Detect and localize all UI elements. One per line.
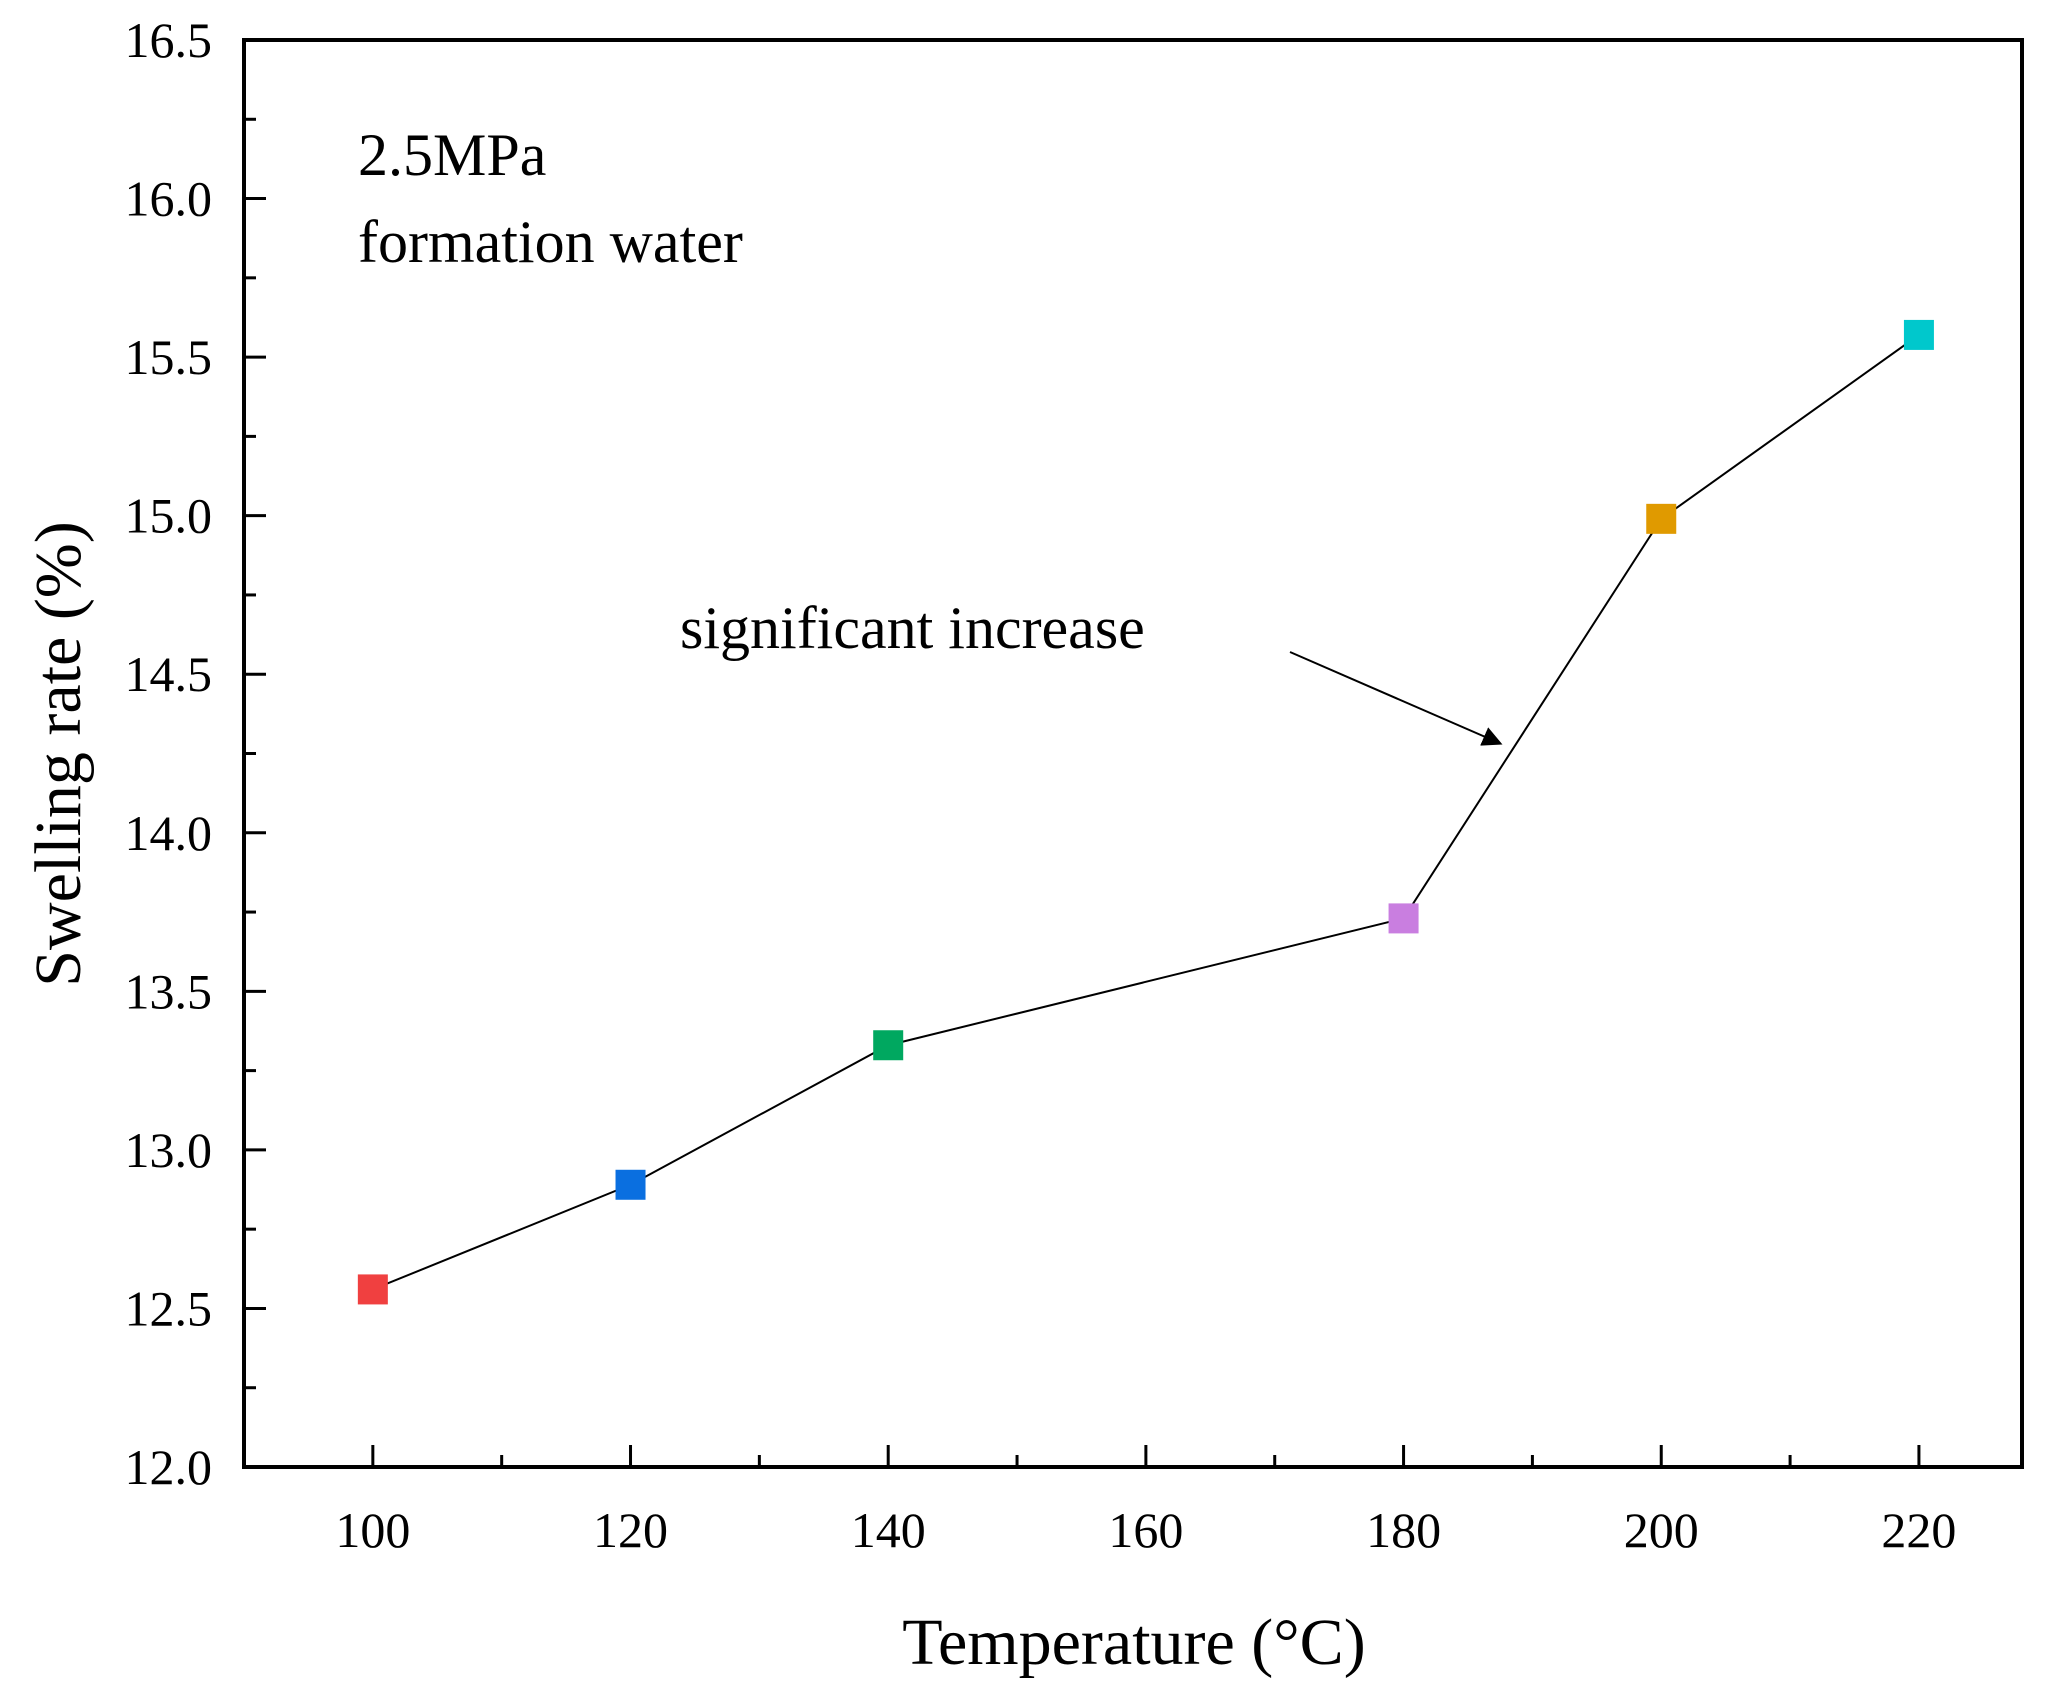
y-tick-label: 14.0: [125, 805, 213, 861]
y-tick-label: 13.0: [125, 1122, 213, 1178]
y-axis-title: Swelling rate (%): [22, 521, 95, 987]
data-point-140: [873, 1030, 904, 1061]
data-point-120: [615, 1169, 646, 1200]
data-point-180: [1388, 903, 1419, 934]
data-point-200: [1646, 503, 1677, 534]
minor-ticks: [244, 117, 1792, 1467]
condition-label-pressure: 2.5MPa: [358, 122, 546, 188]
annotation-arrow: [1289, 651, 1503, 746]
y-tick-label: 16.0: [125, 171, 213, 227]
y-tick-label: 15.0: [125, 488, 213, 544]
data-point-220: [1903, 319, 1934, 350]
plot-frame: [242, 38, 2024, 1469]
condition-label-fluid: formation water: [358, 209, 743, 275]
y-tick-label: 12.5: [125, 1280, 213, 1336]
x-tick-label: 200: [1624, 1502, 1699, 1558]
x-tick-label: 100: [335, 1502, 410, 1558]
y-tick-label: 15.5: [125, 329, 213, 385]
data-point-100: [357, 1274, 388, 1305]
y-tick-label: 16.5: [125, 12, 213, 68]
y-tick-label: 12.0: [125, 1439, 213, 1495]
tick-labels: 100 120 140 160 180 200 220 12.0 12.5 13.0 13.5 14.…: [125, 12, 1957, 1558]
x-tick-label: 220: [1881, 1502, 1956, 1558]
y-tick-label: 14.5: [125, 646, 213, 702]
x-tick-label: 180: [1366, 1502, 1441, 1558]
x-tick-label: 140: [851, 1502, 926, 1558]
data-points: [357, 319, 1934, 1305]
y-tick-label: 13.5: [125, 963, 213, 1019]
series-line: [372, 334, 1920, 1291]
x-tick-label: 160: [1108, 1502, 1183, 1558]
arrow-annotation-label: significant increase: [680, 595, 1145, 661]
x-axis-title: Temperature (°C): [902, 1606, 1365, 1679]
x-tick-label: 120: [593, 1502, 668, 1558]
